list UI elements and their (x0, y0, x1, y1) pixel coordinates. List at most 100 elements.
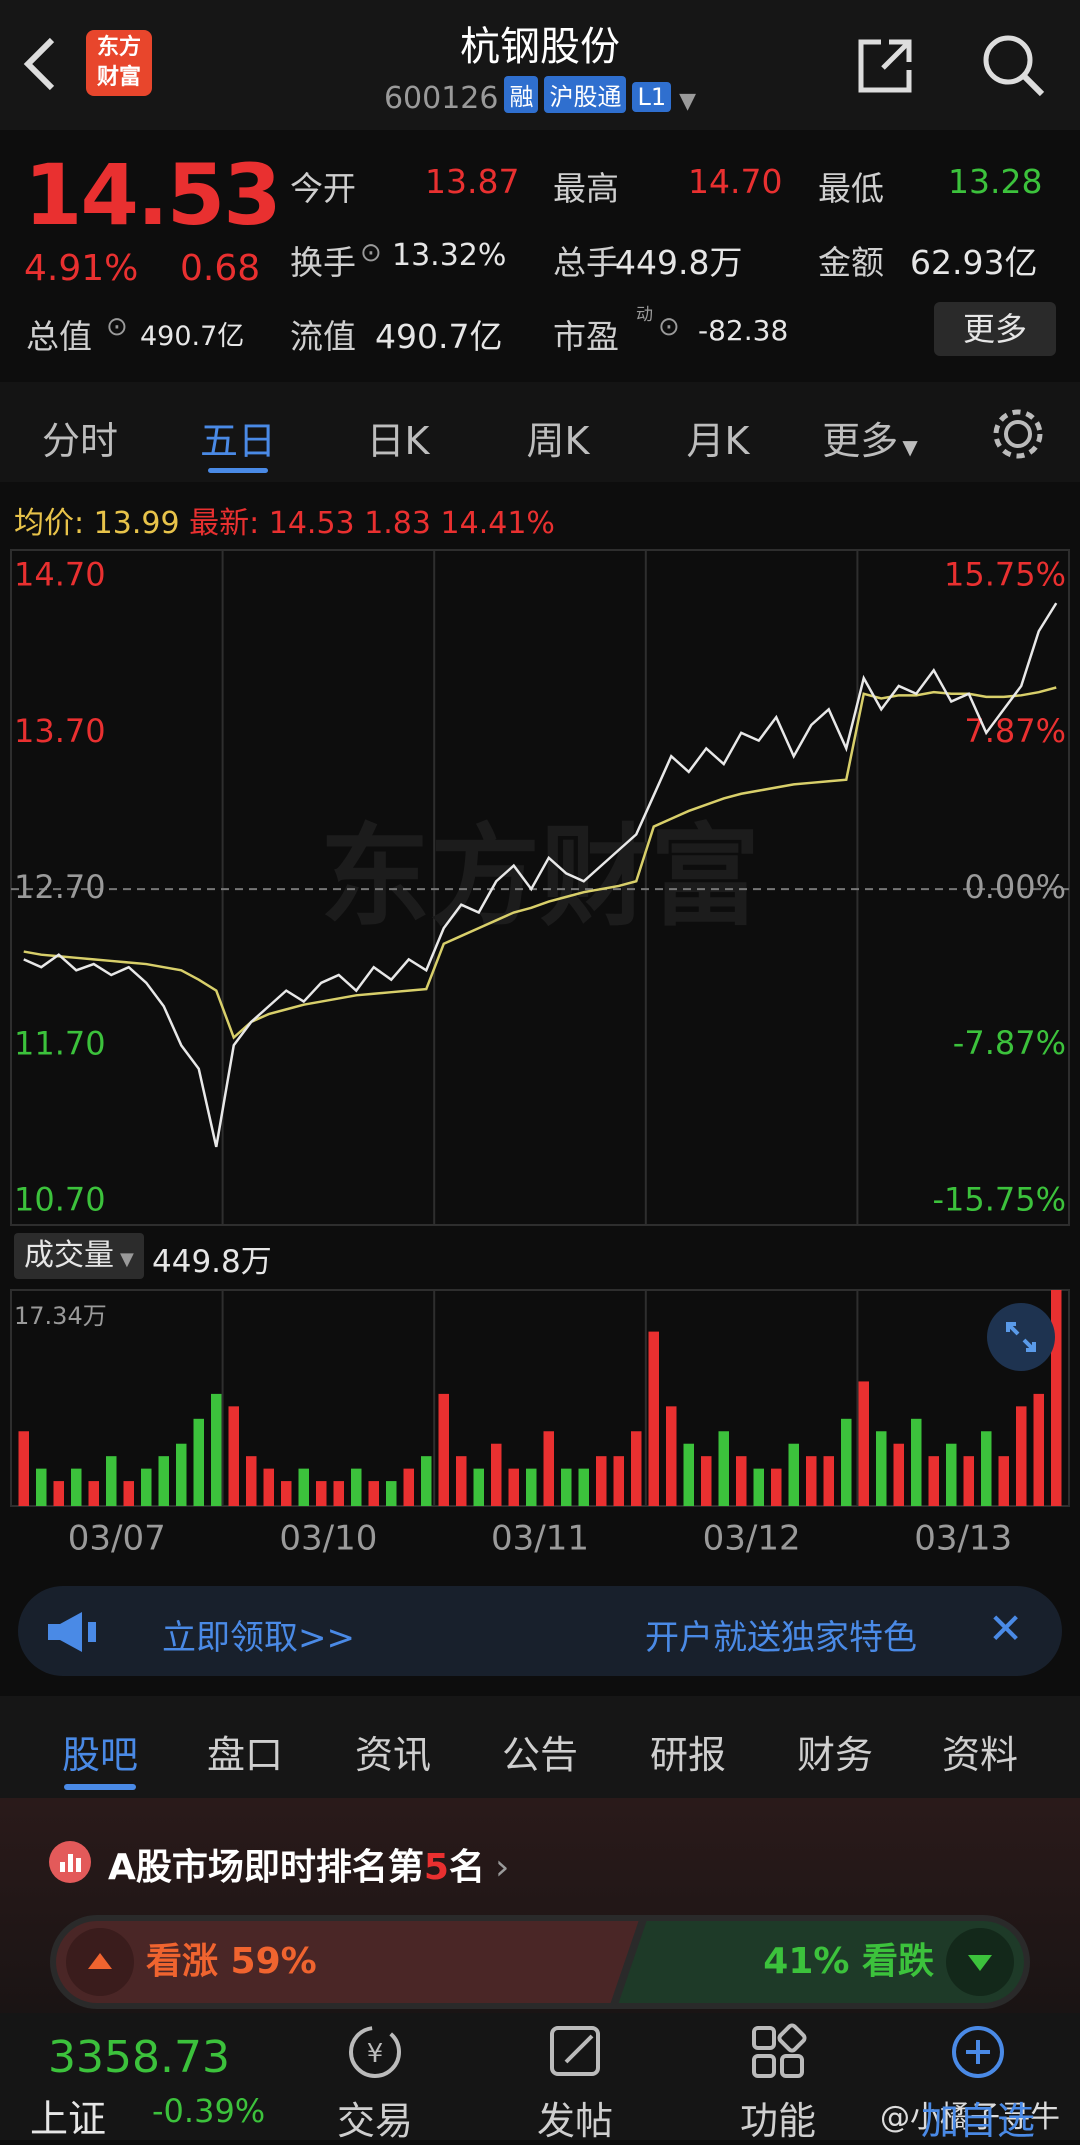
megaphone-shape (88, 1622, 96, 1642)
last-value: 14.53 (268, 506, 355, 541)
chart-tab[interactable]: 月K (686, 419, 750, 463)
volume-max: 17.34万 (14, 1302, 107, 1330)
y2-tick-label: 7.87% (964, 712, 1066, 750)
volume-bar (526, 1468, 537, 1506)
search-button[interactable] (978, 30, 1048, 100)
settings-button[interactable] (990, 406, 1046, 462)
chart-tab[interactable]: 更多 ▼ (822, 419, 918, 463)
search-icon (983, 35, 1033, 85)
section-tab[interactable]: 盘口 (206, 1733, 284, 1777)
promo-banner[interactable] (18, 1586, 1062, 1676)
caret: ▼ (120, 1249, 134, 1270)
field-label: 今开 (290, 169, 356, 208)
volume-bar (263, 1468, 274, 1506)
y-tick-label: 11.70 (14, 1024, 106, 1062)
banner-close[interactable]: ✕ (988, 1604, 1024, 1653)
info-icon[interactable]: ⊙ (658, 312, 680, 342)
y-tick-label: 14.70 (14, 556, 106, 594)
expand-button[interactable] (986, 1302, 1056, 1372)
icon-shape (777, 2023, 807, 2053)
section-tab[interactable]: 股吧 (61, 1733, 139, 1777)
change-pct: 4.91% (24, 248, 139, 289)
change: 0.68 (180, 248, 261, 289)
volume-bar (438, 1393, 449, 1506)
volume-bar (928, 1456, 939, 1506)
banner-left-text: 立即领取>> (162, 1618, 355, 1658)
field-value: 449.8万 (615, 243, 743, 282)
last-change: 1.83 (364, 506, 431, 541)
last-label: 最新: (189, 506, 260, 541)
more-button[interactable]: 更多 (934, 302, 1056, 356)
ranking-icon-bar (60, 1862, 65, 1872)
x-tick-label: 03/13 (914, 1519, 1012, 1556)
caret: ▼ (902, 435, 918, 459)
field-label: 市盈 (553, 317, 619, 356)
nav-item[interactable]: 发帖 (536, 2099, 614, 2143)
volume-bar (403, 1468, 414, 1506)
icon-shape (952, 2026, 1004, 2078)
chart-tab[interactable]: 周K (526, 419, 590, 463)
section-tab[interactable]: 研报 (649, 1733, 727, 1777)
volume-frame (10, 1289, 1070, 1507)
post-icon (550, 2026, 600, 2076)
last-change-pct: 14.41% (440, 506, 555, 541)
field-value: 13.32% (392, 238, 507, 273)
section-tab[interactable]: 公告 (501, 1733, 579, 1777)
up-arrow (88, 1953, 112, 1969)
info-icon[interactable]: ⊙ (106, 312, 128, 342)
ranking-text[interactable]: A股市场即时排名第5名 › (108, 1838, 509, 1890)
back-button[interactable] (20, 34, 60, 94)
volume-bar (18, 1431, 29, 1506)
search-icon (1021, 73, 1045, 97)
gear-icon (993, 409, 1043, 459)
icon-shape (780, 2054, 804, 2078)
field-label: 最高 (553, 169, 619, 208)
chart-tab[interactable]: 五日 (199, 419, 277, 463)
bull-segment (56, 1921, 639, 2003)
volume-bar (106, 1456, 117, 1506)
volume-bar (316, 1481, 327, 1506)
volume-bar (1033, 1393, 1044, 1506)
avg-label: 均价: (14, 506, 85, 541)
function-icon (752, 2023, 807, 2078)
dropdown-caret[interactable]: ▼ (679, 89, 697, 114)
y-tick-label: 12.70 (14, 868, 106, 906)
volume-bar (718, 1431, 729, 1506)
field-value: 490.7亿 (375, 317, 503, 356)
volume-bar (771, 1468, 782, 1506)
y-tick-label: 10.70 (14, 1181, 106, 1219)
volume-bar (1016, 1406, 1027, 1506)
icon-shape (752, 2054, 776, 2078)
volume-bar (71, 1468, 82, 1506)
section-tab[interactable]: 财务 (796, 1733, 874, 1777)
field-label: 最低 (818, 169, 884, 208)
volume-bar (561, 1468, 572, 1506)
volume-selector[interactable]: 成交量 ▼ (14, 1233, 144, 1279)
bear-label: 41% 看跌 (763, 1941, 934, 1982)
section-tab[interactable]: 资讯 (354, 1733, 432, 1777)
share-button[interactable] (855, 34, 917, 96)
section-underline (64, 1784, 136, 1790)
volume-bar (596, 1456, 607, 1506)
gear-icon (1004, 420, 1032, 448)
nav-item[interactable]: 交易 (336, 2099, 414, 2143)
chart-tab[interactable]: 日K (366, 419, 430, 463)
sentiment-bar: 看涨 59% 41% 看跌 (50, 1915, 1030, 2009)
share-icon (858, 39, 912, 93)
volume-bar (421, 1456, 432, 1506)
bottom-nav (0, 2013, 1080, 2140)
volume-bar (176, 1443, 187, 1506)
volume-bar (911, 1418, 922, 1506)
nav-item[interactable]: 功能 (739, 2099, 817, 2143)
index-value[interactable]: 3358.73 (48, 2032, 230, 2083)
icon-shape (752, 2026, 776, 2050)
chart-tab[interactable]: 分时 (41, 419, 119, 463)
tab-underline (208, 468, 268, 473)
expand-bg (987, 1303, 1055, 1371)
last-price: 14.53 (24, 146, 282, 244)
info-icon[interactable]: ⊙ (360, 238, 382, 268)
field-label: 总手 (553, 243, 619, 282)
nav-item[interactable]: 加自选 (920, 2099, 1036, 2143)
section-tab[interactable]: 资料 (941, 1733, 1019, 1777)
